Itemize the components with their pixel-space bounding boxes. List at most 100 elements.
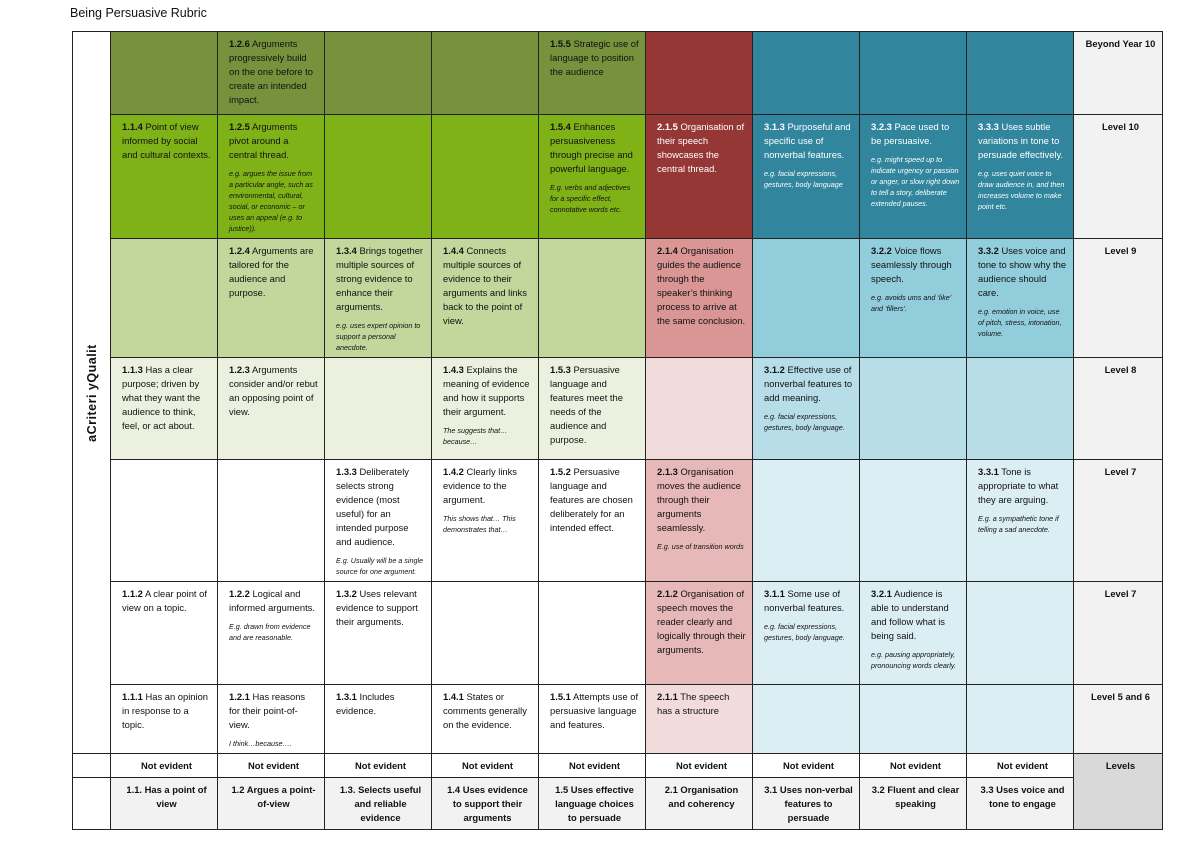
criterion-example: e.g. facial expressions, gestures, body … xyxy=(764,412,845,432)
criterion-code: 1.4.4 xyxy=(443,245,464,256)
criterion-text: Clearly links evidence to the argument. xyxy=(443,466,517,505)
criterion-code: 1.1.1 xyxy=(122,691,143,702)
criterion-example: E.g. use of transition words xyxy=(657,542,744,551)
criterion-example: e.g. facial expressions, gestures, body … xyxy=(764,169,843,189)
criterion-cell: 1.2.1 Has reasons for their point-of-vie… xyxy=(217,684,325,754)
rubric-row: 1.2.4 Arguments are tailored for the aud… xyxy=(73,238,1163,358)
rubric-row: 1.1.2 A clear point of view on a topic. 1… xyxy=(73,581,1163,685)
criterion-text: Audience is able to understand and follo… xyxy=(871,588,949,641)
level-label: Level 7 xyxy=(1073,459,1163,582)
criterion-header: 1.2 Argues a point-of-view xyxy=(217,777,325,830)
criterion-code: 1.2.5 xyxy=(229,121,250,132)
criterion-cell: 1.5.2 Persuasive language and features a… xyxy=(538,459,646,582)
criterion-text: Uses relevant evidence to support their … xyxy=(336,588,418,627)
criterion-code: 3.2.1 xyxy=(871,588,892,599)
empty-cell xyxy=(966,581,1074,685)
criterion-cell: 3.3.2 Uses voice and tone to show why th… xyxy=(966,238,1074,358)
empty-cell xyxy=(859,31,967,115)
criterion-header: 3.3 Uses voice and tone to engage xyxy=(966,777,1074,830)
not-evident-cell: Not evident xyxy=(110,753,218,778)
not-evident-cell: Not evident xyxy=(538,753,646,778)
criterion-code: 1.2.4 xyxy=(229,245,250,256)
criterion-example: E.g. Usually will be a single source for… xyxy=(336,556,424,576)
criterion-cell: 1.5.1 Attempts use of persuasive languag… xyxy=(538,684,646,754)
empty-cell xyxy=(324,357,432,460)
empty-cell xyxy=(859,459,967,582)
criterion-text: Has reasons for their point-of-view. xyxy=(229,691,306,730)
not-evident-cell: Not evident xyxy=(217,753,325,778)
criterion-code: 1.4.1 xyxy=(443,691,464,702)
empty-cell xyxy=(110,459,218,582)
criterion-text: Arguments consider and/or rebut an oppos… xyxy=(229,364,318,417)
criterion-code: 1.5.2 xyxy=(550,466,571,477)
criterion-cell: 2.1.4 Organisation guides the audience t… xyxy=(645,238,753,358)
criterion-cell: 1.1.2 A clear point of view on a topic. xyxy=(110,581,218,685)
criterion-text: Includes evidence. xyxy=(336,691,395,716)
criterion-cell: 3.1.2 Effective use of nonverbal feature… xyxy=(752,357,860,460)
criterion-code: 2.1.2 xyxy=(657,588,678,599)
criterion-text: Has a clear purpose; driven by what they… xyxy=(122,364,201,431)
level-label: Level 5 and 6 xyxy=(1073,684,1163,754)
not-evident-cell: Not evident xyxy=(966,753,1074,778)
criteria-side-label: aCriteri yQualit xyxy=(84,343,99,442)
rubric-table: aCriteri yQualit 1.2.6 Arguments progress… xyxy=(72,31,1163,830)
empty-cell xyxy=(72,753,111,778)
criterion-header: 1.4 Uses evidence to support their argum… xyxy=(431,777,539,830)
empty-cell xyxy=(72,777,111,830)
criterion-code: 3.2.2 xyxy=(871,245,892,256)
criterion-cell: 1.1.3 Has a clear purpose; driven by wha… xyxy=(110,357,218,460)
rubric-row: 1.1.1 Has an opinion in response to a to… xyxy=(73,684,1163,754)
criterion-code: 3.2.3 xyxy=(871,121,892,132)
criterion-code: 2.1.1 xyxy=(657,691,678,702)
criterion-text: Enhances persuasiveness through precise … xyxy=(550,121,633,174)
criterion-cell: 1.2.4 Arguments are tailored for the aud… xyxy=(217,238,325,358)
criterion-code: 2.1.4 xyxy=(657,245,678,256)
criterion-code: 1.3.4 xyxy=(336,245,357,256)
rubric-row: 1.1.4 Point of view informed by social a… xyxy=(73,114,1163,239)
criterion-text: Logical and informed arguments. xyxy=(229,588,315,613)
level-label: Beyond Year 10 xyxy=(1073,31,1163,115)
rubric-row: 1.3.3 Deliberately selects strong eviden… xyxy=(73,459,1163,582)
criterion-cell: 2.1.5 Organisation of their speech showc… xyxy=(645,114,753,239)
empty-cell xyxy=(752,459,860,582)
criterion-example: This shows that… This demonstrates that… xyxy=(443,514,516,534)
empty-cell xyxy=(966,684,1074,754)
not-evident-cell: Not evident xyxy=(645,753,753,778)
empty-cell xyxy=(217,459,325,582)
empty-cell xyxy=(324,31,432,115)
not-evident-cell: Not evident xyxy=(431,753,539,778)
criterion-header: 3.2 Fluent and clear speaking xyxy=(859,777,967,830)
criterion-code: 1.2.1 xyxy=(229,691,250,702)
empty-cell xyxy=(645,31,753,115)
criterion-cell: 1.3.3 Deliberately selects strong eviden… xyxy=(324,459,432,582)
criterion-cell: 1.2.2 Logical and informed arguments. E.g… xyxy=(217,581,325,685)
criterion-code: 1.5.5 xyxy=(550,38,571,49)
criteria-side-cell: aCriteri yQualit xyxy=(72,31,111,754)
criterion-text: Tone is appropriate to what they are arg… xyxy=(978,466,1059,505)
criterion-cell: 1.2.5 Arguments pivot around a central t… xyxy=(217,114,325,239)
criterion-example: e.g. might speed up to indicate urgency … xyxy=(871,155,960,208)
criterion-cell: 3.2.1 Audience is able to understand and… xyxy=(859,581,967,685)
criterion-code: 2.1.5 xyxy=(657,121,678,132)
criterion-text: Organisation guides the audience through… xyxy=(657,245,746,326)
criterion-header: 1.5 Uses effective language choices to p… xyxy=(538,777,646,830)
document-title: Being Persuasive Rubric xyxy=(70,6,207,20)
criterion-header: 3.1 Uses non-verbal features to persuade xyxy=(752,777,860,830)
criterion-cell: 1.4.3 Explains the meaning of evidence a… xyxy=(431,357,539,460)
criterion-text: States or comments generally on the evid… xyxy=(443,691,527,730)
criterion-code: 3.1.1 xyxy=(764,588,785,599)
criterion-code: 3.1.2 xyxy=(764,364,785,375)
criterion-code: 1.2.2 xyxy=(229,588,250,599)
criteria-header-row: 1.1. Has a point of view 1.2 Argues a poi… xyxy=(72,777,1163,830)
criterion-text: Point of view informed by social and cul… xyxy=(122,121,211,160)
criterion-code: 1.3.3 xyxy=(336,466,357,477)
criterion-example: e.g. uses quiet voice to draw audience i… xyxy=(978,169,1065,211)
criterion-code: 1.1.2 xyxy=(122,588,143,599)
criterion-example: E.g. a sympathetic tone if telling a sad… xyxy=(978,514,1059,534)
criterion-cell: 3.2.2 Voice flows seamlessly through spe… xyxy=(859,238,967,358)
criterion-code: 1.3.2 xyxy=(336,588,357,599)
criterion-cell: 3.3.3 Uses subtle variations in tone to … xyxy=(966,114,1074,239)
criterion-example: e.g. emotion in voice, use of pitch, str… xyxy=(978,307,1062,338)
criterion-example: e.g. uses expert opinion to support a pe… xyxy=(336,321,421,352)
empty-cell xyxy=(431,581,539,685)
